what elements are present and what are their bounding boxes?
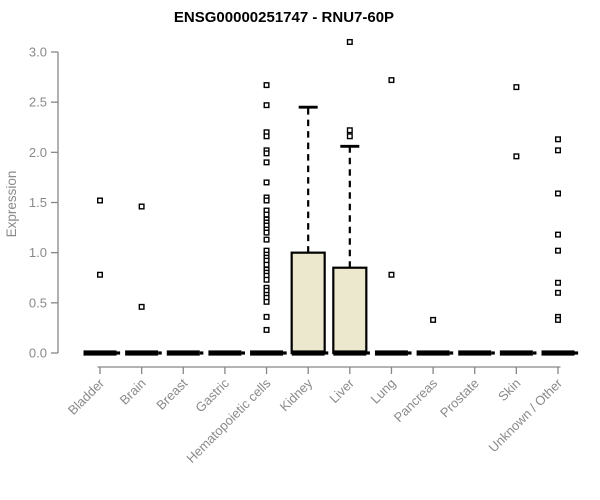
outlier-point bbox=[554, 147, 561, 154]
outlier-point bbox=[263, 229, 270, 236]
outlier-point bbox=[388, 77, 395, 84]
x-tick-label: Lung bbox=[368, 376, 399, 407]
median-bar bbox=[83, 350, 117, 356]
outlier-point bbox=[96, 271, 103, 278]
y-tick-label: 0.5 bbox=[29, 295, 47, 310]
outlier-point bbox=[263, 159, 270, 166]
outlier-point bbox=[263, 102, 270, 109]
outlier-point bbox=[138, 203, 145, 210]
median-bar-nub bbox=[574, 351, 579, 355]
median-bar-nub bbox=[241, 351, 246, 355]
y-axis-title: Expression bbox=[4, 171, 19, 238]
outlier-point bbox=[263, 197, 270, 204]
outlier-point bbox=[263, 236, 270, 243]
outlier-point bbox=[513, 84, 520, 91]
median-bar-nub bbox=[491, 351, 495, 355]
median-bar-nub bbox=[532, 351, 537, 355]
median-bar-nub bbox=[116, 351, 121, 355]
median-bar bbox=[250, 350, 284, 356]
outlier-point bbox=[388, 271, 395, 278]
median-bar bbox=[208, 350, 242, 356]
median-bar-nub bbox=[283, 351, 287, 355]
outlier-point bbox=[554, 136, 561, 143]
median-bar bbox=[125, 350, 159, 356]
x-tick-label: Kidney bbox=[277, 375, 316, 414]
median-bar-nub bbox=[366, 351, 370, 355]
x-tick-label: Brain bbox=[117, 376, 149, 408]
x-tick-label: Liver bbox=[326, 375, 357, 406]
outlier-point bbox=[554, 316, 561, 323]
outlier-point bbox=[263, 179, 270, 186]
outlier-point bbox=[554, 279, 561, 286]
median-bar bbox=[541, 350, 575, 356]
y-tick-label: 2.0 bbox=[29, 145, 47, 160]
median-bar-nub bbox=[324, 351, 329, 355]
median-bar bbox=[166, 350, 200, 356]
median-bar bbox=[458, 350, 492, 356]
outlier-point bbox=[263, 298, 270, 305]
box-iqr bbox=[332, 266, 368, 355]
chart-title: ENSG00000251747 - RNU7-60P bbox=[173, 9, 395, 26]
outlier-point bbox=[513, 153, 520, 160]
median-bar-nub bbox=[407, 351, 412, 355]
median-bar bbox=[499, 350, 533, 356]
outlier-point bbox=[138, 303, 145, 310]
x-tick-label: Pancreas bbox=[391, 375, 441, 425]
y-tick-label: 3.0 bbox=[29, 45, 47, 60]
outlier-point bbox=[263, 82, 270, 89]
x-tick-label: Bladder bbox=[65, 375, 108, 418]
x-tick-label: Breast bbox=[153, 375, 190, 412]
outlier-point bbox=[346, 38, 353, 45]
box-iqr bbox=[290, 251, 326, 355]
outlier-point bbox=[263, 261, 270, 268]
outlier-point bbox=[430, 316, 437, 323]
outlier-point bbox=[263, 326, 270, 333]
outlier-point bbox=[554, 190, 561, 197]
outlier-point bbox=[554, 247, 561, 254]
median-bar bbox=[333, 350, 367, 356]
y-tick-label: 0.0 bbox=[29, 346, 47, 361]
y-tick-label: 2.5 bbox=[29, 95, 47, 110]
outlier-point bbox=[346, 127, 353, 134]
median-bar bbox=[374, 350, 408, 356]
median-bar-nub bbox=[199, 351, 204, 355]
median-bar-nub bbox=[449, 351, 454, 355]
outlier-point bbox=[554, 289, 561, 296]
x-tick-label: Skin bbox=[495, 376, 523, 404]
outlier-point bbox=[346, 133, 353, 140]
x-tick-label: Unknown / Other bbox=[486, 375, 566, 455]
outlier-point bbox=[263, 276, 270, 283]
outlier-point bbox=[263, 150, 270, 157]
y-tick-label: 1.5 bbox=[29, 195, 47, 210]
median-bar bbox=[416, 350, 450, 356]
outlier-point bbox=[263, 313, 270, 320]
x-tick-label: Prostate bbox=[437, 376, 482, 421]
y-tick-label: 1.0 bbox=[29, 245, 47, 260]
outlier-point bbox=[554, 231, 561, 238]
outlier-point bbox=[96, 197, 103, 204]
x-tick-label: Gastric bbox=[192, 375, 232, 415]
outlier-point bbox=[263, 211, 270, 218]
median-bar-nub bbox=[158, 351, 162, 355]
median-bar bbox=[291, 350, 325, 356]
outlier-point bbox=[263, 133, 270, 140]
